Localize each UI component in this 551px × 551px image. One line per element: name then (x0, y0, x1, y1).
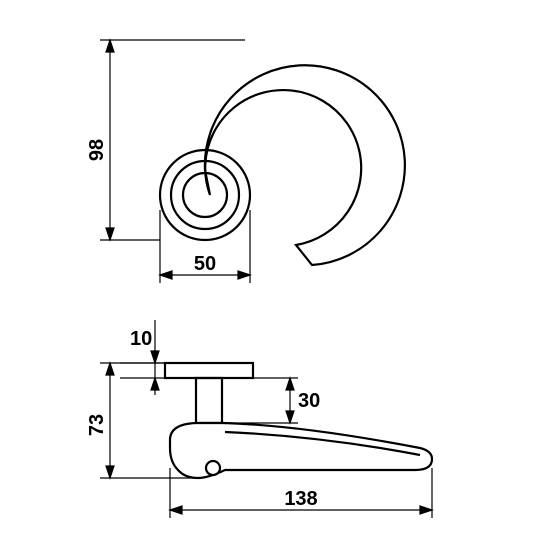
shaft (196, 378, 222, 423)
dim-138-label: 138 (284, 488, 317, 510)
dim-50-label: 50 (194, 253, 216, 275)
dim-10-label: 10 (130, 328, 152, 350)
dim-73-label: 73 (86, 414, 108, 436)
lever-top (205, 65, 405, 265)
side-view: 10 30 73 138 (86, 320, 432, 518)
top-view: 98 50 (86, 40, 405, 283)
technical-drawing: 98 50 (0, 0, 551, 551)
dim-30-label: 30 (298, 390, 320, 412)
dim-98 (100, 40, 245, 240)
dim-30 (224, 378, 298, 423)
plate (165, 363, 253, 378)
dim-98-label: 98 (86, 139, 108, 161)
lever-side (170, 423, 432, 478)
